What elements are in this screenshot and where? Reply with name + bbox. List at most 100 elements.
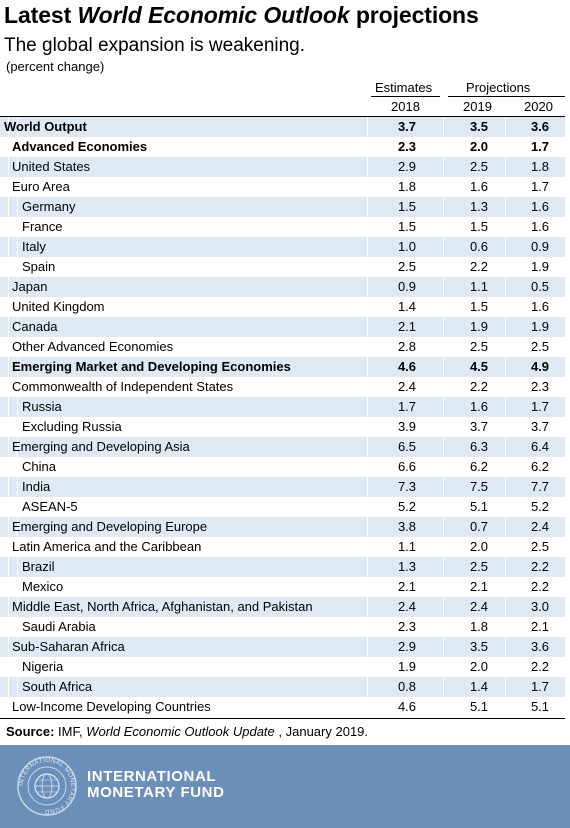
column-divider bbox=[505, 537, 506, 557]
cell-value-2019: 5.1 bbox=[469, 499, 489, 514]
cell-value-2018: 1.8 bbox=[397, 179, 417, 194]
cell-value-2019: 2.5 bbox=[469, 339, 489, 354]
column-divider bbox=[505, 257, 506, 277]
cell-value-2018: 2.5 bbox=[397, 259, 417, 274]
table-row: France 1.5 1.5 1.6 bbox=[0, 217, 565, 237]
column-divider bbox=[17, 597, 18, 617]
column-divider bbox=[17, 557, 18, 577]
column-divider bbox=[367, 137, 368, 157]
column-divider bbox=[367, 537, 368, 557]
cell-value-2019: 1.5 bbox=[469, 299, 489, 314]
column-divider bbox=[367, 657, 368, 677]
cell-value-2020: 2.2 bbox=[530, 579, 550, 594]
cell-value-2020: 1.7 bbox=[530, 179, 550, 194]
cell-value-2018: 2.8 bbox=[397, 339, 417, 354]
row-label: Low-Income Developing Countries bbox=[12, 699, 211, 714]
column-divider bbox=[367, 157, 368, 177]
column-divider bbox=[367, 237, 368, 257]
column-divider bbox=[17, 617, 18, 637]
row-label: Spain bbox=[22, 259, 56, 274]
cell-value-2020: 5.2 bbox=[530, 499, 550, 514]
column-divider bbox=[367, 677, 368, 697]
cell-value-2020: 1.8 bbox=[530, 159, 550, 174]
column-divider bbox=[443, 677, 444, 697]
table-row: Spain 2.5 2.2 1.9 bbox=[0, 257, 565, 277]
cell-value-2020: 1.7 bbox=[530, 679, 550, 694]
cell-value-2020: 1.6 bbox=[530, 199, 550, 214]
column-divider bbox=[505, 217, 506, 237]
cell-value-2018: 2.9 bbox=[397, 159, 417, 174]
cell-value-2019: 0.7 bbox=[469, 519, 489, 534]
cell-value-2019: 2.0 bbox=[469, 659, 489, 674]
row-label: Emerging and Developing Europe bbox=[12, 519, 208, 534]
cell-value-2020: 2.5 bbox=[530, 339, 550, 354]
column-divider bbox=[367, 577, 368, 597]
column-divider bbox=[443, 597, 444, 617]
column-divider bbox=[505, 657, 506, 677]
cell-value-2018: 2.3 bbox=[397, 619, 417, 634]
table-row: Latin America and the Caribbean 1.1 2.0 2.5 bbox=[0, 537, 565, 557]
column-divider bbox=[8, 297, 9, 317]
column-divider bbox=[505, 397, 506, 417]
source-text-2: , January 2019. bbox=[274, 724, 369, 739]
column-divider bbox=[8, 477, 9, 497]
table-row: China 6.6 6.2 6.2 bbox=[0, 457, 565, 477]
row-label: Mexico bbox=[22, 579, 64, 594]
table-row: Euro Area 1.8 1.6 1.7 bbox=[0, 177, 565, 197]
row-label: Italy bbox=[22, 239, 46, 254]
table-row: South Africa 0.8 1.4 1.7 bbox=[0, 677, 565, 697]
title-italic: World Economic Outlook bbox=[77, 2, 350, 28]
table-row: World Output 3.7 3.5 3.6 bbox=[0, 117, 565, 137]
cell-value-2019: 5.1 bbox=[469, 699, 489, 714]
column-divider bbox=[505, 177, 506, 197]
imf-seal-icon: INTERNATIONAL MONETARY FUND bbox=[17, 756, 77, 816]
cell-value-2020: 3.0 bbox=[530, 599, 550, 614]
cell-value-2018: 2.1 bbox=[397, 579, 417, 594]
cell-value-2018: 3.8 bbox=[397, 519, 417, 534]
column-divider bbox=[8, 437, 9, 457]
column-divider bbox=[505, 137, 506, 157]
column-divider bbox=[17, 297, 18, 317]
unit-note: (percent change) bbox=[6, 59, 105, 74]
column-divider bbox=[8, 177, 9, 197]
row-label: France bbox=[22, 219, 63, 234]
table-row: United States 2.9 2.5 1.8 bbox=[0, 157, 565, 177]
source-text-1: IMF, bbox=[54, 724, 87, 739]
row-label: Middle East, North Africa, Afghanistan, … bbox=[12, 599, 313, 614]
cell-value-2018: 5.2 bbox=[397, 499, 417, 514]
column-divider bbox=[443, 317, 444, 337]
column-divider bbox=[367, 217, 368, 237]
column-divider bbox=[367, 117, 368, 137]
column-divider bbox=[443, 337, 444, 357]
cell-value-2019: 4.5 bbox=[469, 359, 489, 374]
table-row: Saudi Arabia 2.3 1.8 2.1 bbox=[0, 617, 565, 637]
cell-value-2020: 3.6 bbox=[530, 119, 550, 134]
table-row: ASEAN-5 5.2 5.1 5.2 bbox=[0, 497, 565, 517]
cell-value-2020: 3.6 bbox=[530, 639, 550, 654]
column-divider bbox=[17, 357, 18, 377]
column-divider bbox=[8, 557, 9, 577]
column-divider bbox=[367, 317, 368, 337]
page-subtitle: The global expansion is weakening. bbox=[4, 35, 306, 56]
cell-value-2020: 2.3 bbox=[530, 379, 550, 394]
column-divider bbox=[367, 397, 368, 417]
column-divider bbox=[505, 517, 506, 537]
column-divider bbox=[17, 697, 18, 717]
column-divider bbox=[17, 277, 18, 297]
column-divider bbox=[505, 337, 506, 357]
column-divider bbox=[443, 457, 444, 477]
column-divider bbox=[505, 377, 506, 397]
column-divider bbox=[443, 517, 444, 537]
row-label: Saudi Arabia bbox=[22, 619, 96, 634]
cell-value-2020: 1.6 bbox=[530, 299, 550, 314]
table-row: Emerging Market and Developing Economies… bbox=[0, 357, 565, 377]
row-label: World Output bbox=[4, 119, 87, 134]
column-divider bbox=[367, 477, 368, 497]
cell-value-2018: 6.6 bbox=[397, 459, 417, 474]
column-divider bbox=[17, 117, 18, 137]
header-year-2018: 2018 bbox=[391, 99, 420, 114]
cell-value-2019: 1.5 bbox=[469, 219, 489, 234]
row-label: Advanced Economies bbox=[12, 139, 148, 154]
row-label: India bbox=[22, 479, 51, 494]
column-divider bbox=[17, 477, 18, 497]
